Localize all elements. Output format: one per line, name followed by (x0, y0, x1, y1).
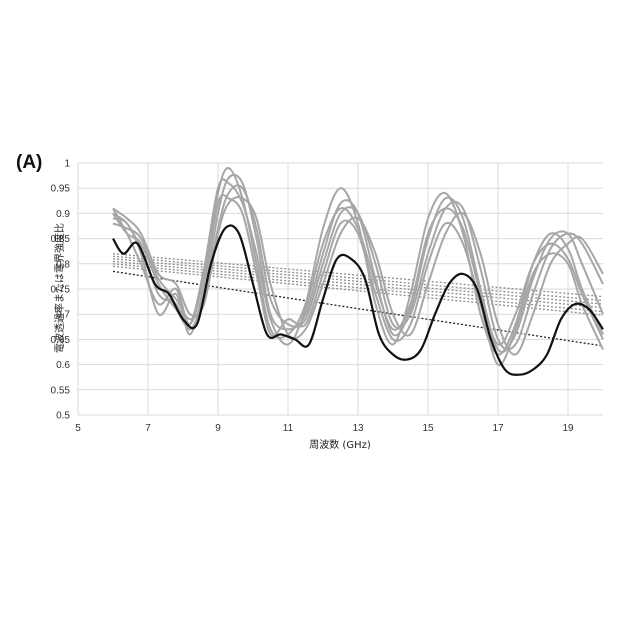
y-tick-label-2: 0.6 (56, 360, 70, 371)
x-tick-label-3: 11 (283, 423, 294, 434)
y-axis-title: 電波透過率または電界強度比 (53, 223, 66, 353)
y-tick-label-1: 0.55 (51, 385, 71, 396)
y-tick-label-10: 1 (64, 159, 70, 170)
x-tick-label-1: 7 (145, 423, 151, 434)
x-tick-label-5: 15 (422, 423, 434, 434)
y-tick-label-9: 0.95 (51, 184, 71, 195)
x-tick-label-0: 5 (75, 423, 81, 434)
x-tick-labels: 5 7 9 11 13 15 17 19 (75, 423, 574, 434)
x-tick-label-2: 9 (215, 423, 221, 434)
y-tick-label-8: 0.9 (56, 209, 70, 220)
x-tick-label-7: 19 (562, 423, 574, 434)
x-tick-label-6: 17 (492, 423, 504, 434)
y-tick-label-0: 0.5 (56, 411, 70, 422)
x-tick-label-4: 13 (352, 423, 364, 434)
x-axis-title: 周波数 (GHz) (309, 438, 371, 451)
